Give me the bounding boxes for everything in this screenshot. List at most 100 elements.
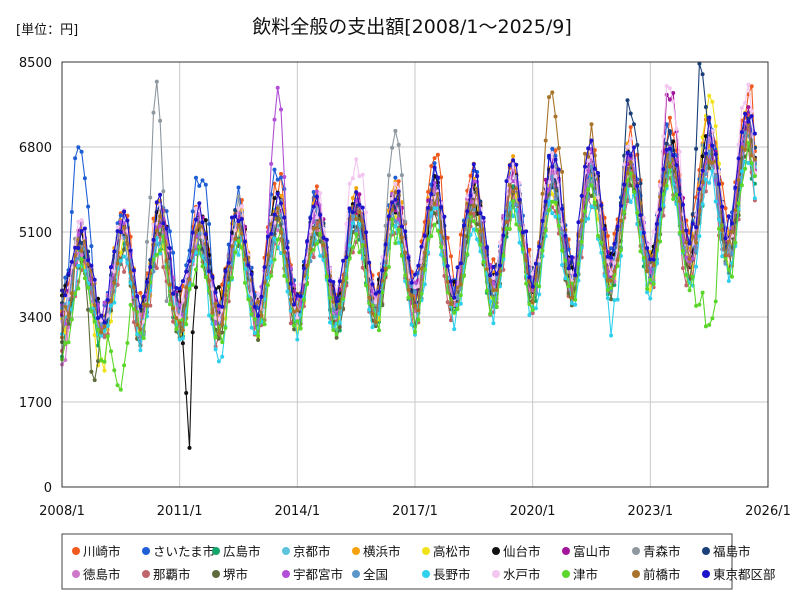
legend-box [61, 533, 733, 590]
data-point [730, 274, 734, 279]
data-point [612, 260, 617, 265]
data-point [279, 251, 283, 256]
data-point [498, 269, 502, 274]
data-point [432, 222, 437, 227]
data-point [151, 110, 156, 115]
data-point [282, 273, 287, 278]
data-point [517, 226, 522, 231]
data-point [445, 235, 450, 240]
data-point [102, 359, 107, 364]
data-point [622, 162, 627, 167]
data-point [703, 177, 708, 182]
data-point [746, 161, 751, 165]
data-point [645, 286, 650, 291]
data-point [344, 276, 349, 281]
data-point [537, 258, 542, 263]
legend-label: 全国 [363, 567, 388, 582]
data-point [455, 307, 460, 312]
data-point [347, 256, 352, 261]
data-point [279, 171, 283, 176]
data-point [717, 217, 721, 222]
legend-item: 長野市 [422, 567, 471, 582]
data-point [295, 319, 300, 324]
data-point [589, 122, 594, 127]
data-point [128, 281, 133, 286]
data-point [334, 335, 339, 340]
data-point [380, 255, 385, 260]
data-point [458, 261, 463, 266]
data-point [612, 241, 617, 246]
y-tick-label: 5100 [19, 226, 52, 241]
data-point [713, 124, 718, 129]
data-point [122, 269, 127, 274]
data-point [76, 145, 81, 150]
data-point [399, 200, 404, 205]
data-point [690, 256, 695, 261]
data-point [527, 302, 532, 307]
data-point [190, 282, 195, 287]
data-point [236, 219, 241, 224]
data-point [586, 158, 591, 163]
data-point [292, 283, 297, 288]
data-point [707, 180, 712, 185]
data-point [367, 295, 372, 300]
data-point [207, 313, 212, 318]
data-point [187, 445, 192, 450]
data-point [252, 331, 257, 335]
data-point [99, 358, 104, 363]
data-point [449, 318, 453, 323]
data-point [416, 271, 421, 276]
data-point [105, 313, 110, 318]
data-point [458, 282, 463, 287]
data-point [66, 313, 71, 318]
data-point [347, 243, 352, 248]
data-point [419, 266, 424, 271]
data-point [158, 232, 163, 236]
data-point [553, 174, 558, 179]
data-point [553, 114, 558, 119]
data-point [298, 326, 303, 331]
data-point [288, 308, 293, 313]
data-point [233, 237, 238, 241]
data-point [573, 297, 578, 302]
legend-marker [142, 547, 150, 555]
data-point [393, 219, 398, 224]
data-point [63, 293, 68, 298]
data-point [141, 294, 146, 299]
data-point [128, 302, 133, 307]
data-point [743, 166, 748, 171]
data-point [203, 182, 208, 187]
data-point [589, 183, 594, 188]
data-point [452, 310, 457, 315]
data-point [697, 209, 702, 213]
data-point [710, 143, 715, 148]
data-point [262, 265, 267, 270]
data-point [530, 311, 535, 316]
data-point [86, 204, 91, 209]
data-point [632, 174, 636, 179]
data-point [736, 201, 741, 206]
data-point [220, 354, 225, 359]
data-point [249, 272, 254, 277]
data-point [164, 258, 169, 263]
data-point [615, 224, 620, 229]
data-point [256, 291, 261, 296]
x-tick-label: 2011/1 [157, 504, 203, 519]
data-point [511, 158, 516, 163]
data-point [517, 240, 522, 245]
data-point [409, 284, 414, 289]
data-point [694, 264, 699, 269]
data-point [112, 281, 117, 286]
data-point [498, 240, 502, 245]
data-point [79, 218, 84, 222]
data-point [324, 274, 329, 279]
legend-item: 富山市 [562, 544, 611, 559]
data-point [720, 228, 725, 233]
data-point [128, 248, 133, 253]
legend-item: 東京都区部 [702, 567, 776, 582]
data-point [471, 203, 476, 208]
data-point [661, 192, 666, 197]
data-point [628, 111, 633, 116]
data-point [314, 189, 319, 194]
data-point [609, 297, 614, 302]
